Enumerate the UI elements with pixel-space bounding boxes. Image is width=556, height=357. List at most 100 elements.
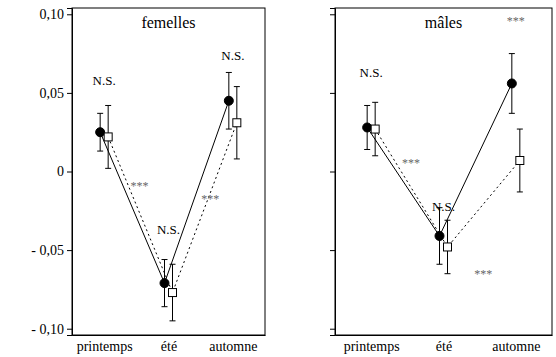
error-bar-cap [445, 273, 451, 274]
x-axis: printemps été automne [336, 335, 553, 354]
error-bar [445, 220, 451, 273]
y-tick-mark [67, 14, 72, 15]
error-bar-cap [372, 155, 378, 156]
panel: - 0,10 - 0,05 0 0,05 0,10 printemps été automne… [31, 7, 265, 353]
x-tick-label: automne [209, 339, 257, 354]
y-tick-mark [67, 93, 72, 94]
error-bar [105, 105, 111, 168]
error-bar-cap [162, 306, 168, 307]
point [169, 289, 177, 297]
y-tick-label: 0 [57, 164, 64, 179]
y-tick: 0 [57, 164, 72, 179]
point [516, 156, 524, 164]
error-bar-cap [445, 220, 451, 221]
annotation: *** [201, 192, 219, 206]
y-axis-line [330, 9, 336, 336]
y-axis: - 0,10 - 0,05 0 0,05 0,10 [31, 7, 72, 336]
annotation: N.S. [157, 222, 180, 237]
annotation: N.S. [432, 199, 455, 214]
y-tick [330, 93, 335, 94]
plot-area [96, 72, 241, 320]
annotation: N.S. [93, 73, 116, 88]
y-tick-mark [330, 93, 335, 94]
x-tick: printemps [77, 335, 133, 354]
y-tick-mark [67, 329, 72, 330]
error-bar-cap [234, 158, 240, 159]
error-bar-cap [372, 102, 378, 103]
x-tick: automne [209, 335, 257, 354]
error-bar-cap [170, 264, 176, 265]
point [363, 123, 372, 132]
y-axis-line [67, 9, 73, 336]
y-tick-mark [330, 329, 335, 330]
error-bar-cap [364, 105, 370, 106]
point [233, 119, 241, 127]
y-tick-mark [67, 172, 72, 173]
x-axis: printemps été automne [73, 335, 266, 354]
error-bar-cap [97, 151, 103, 152]
y-tick [330, 14, 335, 15]
error-bar [372, 102, 378, 155]
y-tick-label: - 0,05 [31, 243, 64, 258]
x-tick-label: été [436, 339, 452, 354]
y-tick-label: 0,05 [40, 86, 65, 101]
error-bar-cap [226, 129, 232, 130]
error-bar-cap [170, 320, 176, 321]
y-tick-mark [330, 172, 335, 173]
error-bar-cap [162, 259, 168, 260]
x-tick-label: été [161, 339, 177, 354]
panel-title: mâles [425, 14, 462, 31]
series-line [367, 83, 512, 235]
annotation: *** [131, 179, 149, 193]
error-bar-cap [364, 149, 370, 150]
y-tick [330, 329, 335, 330]
x-tick-label: automne [492, 339, 540, 354]
y-tick-mark [330, 250, 335, 251]
plot-frame [335, 8, 552, 335]
point [444, 243, 452, 251]
x-axis-line [336, 335, 553, 336]
y-tick-label: - 0,10 [31, 322, 64, 337]
error-bar [234, 87, 240, 159]
y-tick: 0,05 [40, 86, 73, 101]
error-bar-cap [97, 113, 103, 114]
y-tick-mark [330, 14, 335, 15]
series-line [100, 101, 229, 283]
plot-frame [72, 8, 265, 335]
figure: - 0,10 - 0,05 0 0,05 0,10 printemps été automne… [0, 0, 556, 357]
error-bar-cap [226, 72, 232, 73]
annotation: *** [474, 267, 492, 281]
error-bar-cap [234, 86, 240, 87]
y-tick [330, 172, 335, 173]
point [104, 133, 112, 141]
point [435, 231, 444, 240]
point [371, 125, 379, 133]
y-tick: 0,10 [40, 7, 73, 22]
point [160, 279, 169, 288]
point [507, 79, 516, 88]
annotation: N.S. [360, 65, 383, 80]
point [96, 128, 105, 137]
error-bar [170, 264, 176, 321]
error-bar-cap [509, 53, 515, 54]
error-bar-cap [437, 264, 443, 265]
x-tick: automne [492, 335, 540, 354]
plot-area [363, 54, 524, 274]
error-bar-cap [517, 191, 523, 192]
y-tick-mark [67, 250, 72, 251]
y-tick: - 0,10 [31, 322, 72, 337]
x-tick-label: printemps [77, 339, 133, 354]
annotation: *** [507, 14, 525, 28]
error-bar-cap [509, 113, 515, 114]
x-tick: printemps [344, 335, 400, 354]
panel-title: femelles [141, 14, 195, 31]
y-tick [330, 250, 335, 251]
panel: printemps été automne mâles N.S. *** N.S. *** **… [330, 8, 553, 354]
annotation: *** [402, 156, 420, 170]
y-tick-label: 0,10 [40, 7, 65, 22]
x-axis-line [73, 335, 266, 336]
x-tick-label: printemps [344, 339, 400, 354]
x-tick: été [161, 335, 177, 354]
error-bar-cap [105, 168, 111, 169]
error-bar [517, 129, 523, 192]
